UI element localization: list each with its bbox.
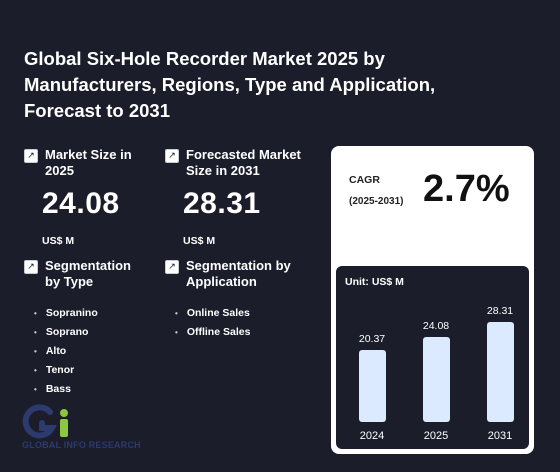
bullet-icon: • xyxy=(34,347,37,356)
cagr-value: 2.7% xyxy=(423,168,510,210)
bar-value-label: 20.37 xyxy=(358,333,386,345)
bar-value-label: 24.08 xyxy=(422,320,450,332)
bullet-icon: • xyxy=(34,328,37,337)
segmentation-type-block: ↗ Segmentation by Type • Sopranino • Sopra… xyxy=(24,258,145,399)
bar-value-label: 28.31 xyxy=(486,305,514,317)
page-title: Global Six-Hole Recorder Market 2025 by … xyxy=(24,48,436,121)
list-item: • Offline Sales xyxy=(175,323,296,342)
bullet-icon: • xyxy=(34,366,37,375)
bullet-icon: • xyxy=(175,328,178,337)
trend-arrow-icon: ↗ xyxy=(24,260,38,274)
market-size-block: ↗ Market Size in 2025 24.08 US$ M xyxy=(24,147,145,247)
segmentation-type-label: Segmentation by Type xyxy=(45,258,131,289)
bullet-icon: • xyxy=(34,385,37,394)
segmentation-type-list: • Sopranino • Soprano • Alto • Tenor • Bass xyxy=(34,304,145,399)
trend-arrow-icon: ↗ xyxy=(165,260,179,274)
bar-category-label: 2024 xyxy=(359,430,385,442)
bullet-icon: • xyxy=(34,309,37,318)
market-size-label: Market Size in 2025 xyxy=(45,147,132,178)
list-item: • Alto xyxy=(34,342,145,361)
trend-arrow-icon: ↗ xyxy=(165,149,179,163)
cagr-card: CAGR (2025-2031) 2.7% Unit: US$ M 20.37 2… xyxy=(331,146,534,454)
forecast-size-value: 28.31 xyxy=(183,187,261,220)
forecast-size-label: Forecasted Market Size in 2031 xyxy=(186,147,301,178)
list-item: • Bass xyxy=(34,380,145,399)
bar-2025 xyxy=(423,337,450,422)
market-size-value: 24.08 xyxy=(42,187,120,220)
bar-2031 xyxy=(487,322,514,422)
company-logo: GLOBAL INFO RESEARCH xyxy=(22,404,141,450)
chart-unit-label: Unit: US$ M xyxy=(345,276,404,288)
list-item: • Sopranino xyxy=(34,304,145,323)
segmentation-application-label: Segmentation by Application xyxy=(186,258,291,289)
list-item: • Online Sales xyxy=(175,304,296,323)
logo-text: GLOBAL INFO RESEARCH xyxy=(22,440,141,450)
bar-category-label: 2031 xyxy=(487,430,513,442)
segmentation-application-list: • Online Sales • Offline Sales xyxy=(175,304,296,342)
cagr-label: CAGR xyxy=(349,174,380,186)
list-item: • Soprano xyxy=(34,323,145,342)
segmentation-application-block: ↗ Segmentation by Application • Online Sa… xyxy=(165,258,296,342)
market-size-unit: US$ M xyxy=(42,235,75,247)
bar-category-label: 2025 xyxy=(423,430,449,442)
forecast-size-block: ↗ Forecasted Market Size in 2031 28.31 U… xyxy=(165,147,316,247)
cagr-years: (2025-2031) xyxy=(349,196,404,207)
gir-logo-icon xyxy=(22,404,68,439)
list-item: • Tenor xyxy=(34,361,145,380)
forecast-size-unit: US$ M xyxy=(183,235,216,247)
trend-arrow-icon: ↗ xyxy=(24,149,38,163)
bar-chart: Unit: US$ M 20.37 2024 24.08 2025 28.31 2031 xyxy=(336,266,529,449)
bar-2024 xyxy=(359,350,386,422)
bullet-icon: • xyxy=(175,309,178,318)
